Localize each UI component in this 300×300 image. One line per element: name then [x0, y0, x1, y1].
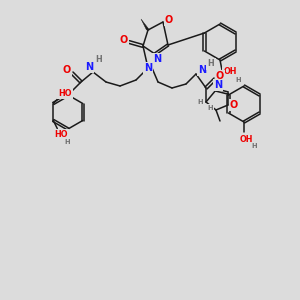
Text: O: O	[216, 71, 224, 81]
Text: N: N	[85, 62, 93, 72]
Text: N: N	[153, 54, 161, 64]
Text: OH: OH	[239, 134, 253, 143]
Text: N: N	[144, 63, 152, 73]
Text: H: H	[207, 105, 213, 111]
Text: H: H	[251, 143, 257, 149]
Text: OH: OH	[223, 68, 237, 76]
Text: H: H	[197, 99, 203, 105]
Text: N: N	[198, 65, 206, 75]
Polygon shape	[141, 19, 149, 30]
Text: O: O	[120, 35, 128, 45]
Text: H: H	[235, 77, 241, 83]
Text: HO: HO	[55, 130, 68, 139]
Text: H: H	[208, 59, 214, 68]
Text: H: H	[64, 139, 70, 145]
Text: H: H	[96, 56, 102, 64]
Text: O: O	[165, 15, 173, 25]
Text: O: O	[63, 65, 71, 75]
Text: HO: HO	[58, 89, 72, 98]
Text: N: N	[214, 80, 222, 90]
Text: O: O	[230, 100, 238, 110]
